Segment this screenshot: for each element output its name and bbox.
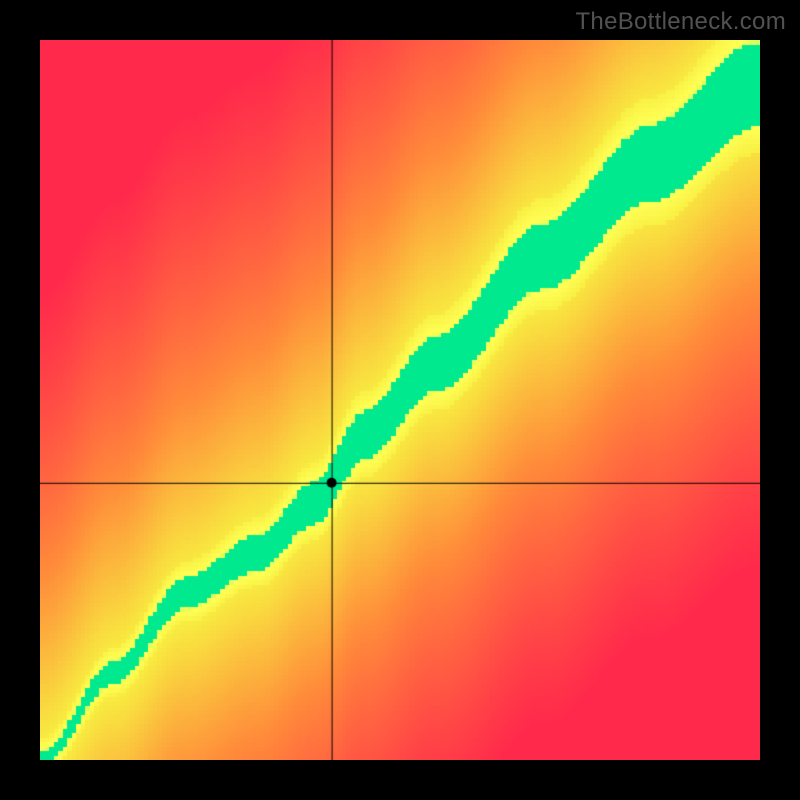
heatmap-plot xyxy=(40,40,760,760)
heatmap-canvas xyxy=(40,40,760,760)
watermark-text: TheBottleneck.com xyxy=(575,8,786,36)
